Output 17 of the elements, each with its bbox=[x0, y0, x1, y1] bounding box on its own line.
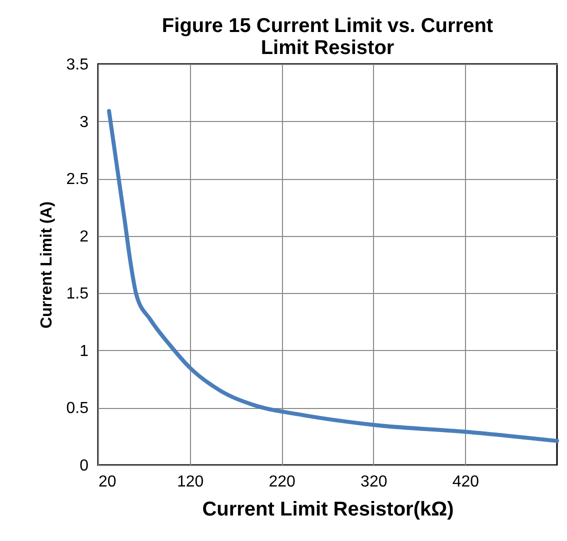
x-axis-title: Current Limit Resistor(kΩ) bbox=[202, 498, 454, 520]
y-tick-label: 0 bbox=[80, 458, 89, 474]
y-tick-label: 0.5 bbox=[66, 400, 89, 418]
y-tick-label: 3.5 bbox=[66, 56, 89, 74]
y-tick-label: 3 bbox=[80, 114, 89, 131]
x-tick-label: 320 bbox=[360, 474, 388, 490]
y-tick-label: 1 bbox=[80, 342, 89, 360]
x-tick-label: 420 bbox=[452, 474, 480, 490]
line-series bbox=[107, 108, 559, 443]
x-tick-label: 20 bbox=[98, 474, 116, 490]
y-tick-label: 1.5 bbox=[66, 286, 89, 303]
x-tick-label: 220 bbox=[268, 474, 296, 490]
y-tick-label: 2 bbox=[80, 228, 89, 246]
y-axis-title: Current Limit (A) bbox=[38, 201, 56, 329]
y-tick-label: 2.5 bbox=[66, 171, 89, 188]
chart-title: Figure 15 Current Limit vs. Current Limit Resistor bbox=[162, 15, 494, 59]
x-tick-label: 120 bbox=[176, 474, 204, 490]
